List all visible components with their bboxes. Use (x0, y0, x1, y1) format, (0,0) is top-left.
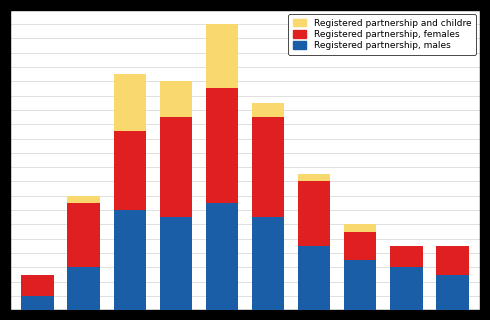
Bar (114, 210, 146, 310)
Bar (298, 181, 330, 246)
Bar (22, 296, 53, 310)
Bar (437, 246, 468, 275)
Bar (160, 217, 192, 310)
Legend: Registered partnership and childre, Registered partnership, females, Registered : Registered partnership and childre, Regi… (288, 14, 476, 55)
Bar (298, 246, 330, 310)
Bar (206, 203, 238, 310)
Bar (160, 81, 192, 117)
Bar (68, 196, 100, 203)
Bar (68, 203, 100, 268)
Bar (206, 88, 238, 203)
Bar (344, 260, 376, 310)
Bar (390, 246, 422, 268)
Bar (114, 131, 146, 210)
Bar (22, 275, 53, 296)
Bar (390, 268, 422, 310)
Bar (252, 217, 284, 310)
Bar (344, 224, 376, 232)
Bar (298, 174, 330, 181)
Bar (160, 117, 192, 217)
Bar (114, 74, 146, 131)
Bar (68, 268, 100, 310)
Bar (252, 103, 284, 117)
Bar (437, 275, 468, 310)
Bar (252, 117, 284, 217)
Bar (344, 232, 376, 260)
Bar (206, 24, 238, 88)
